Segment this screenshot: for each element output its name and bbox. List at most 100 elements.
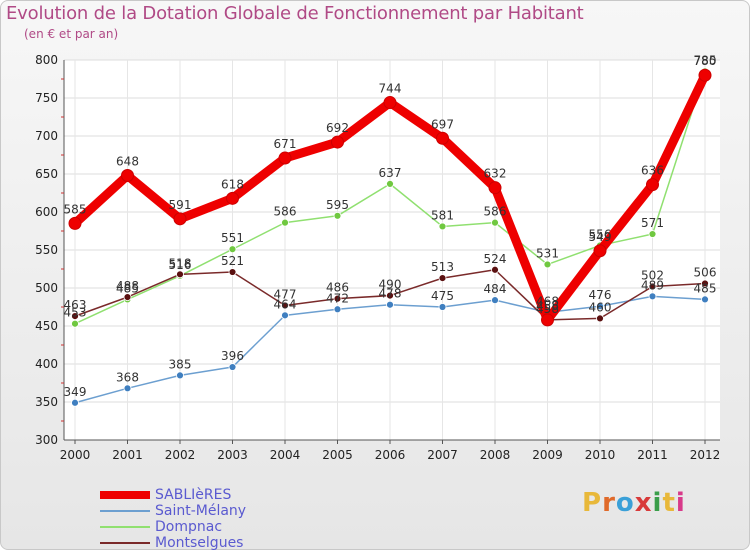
data-point — [68, 216, 82, 230]
data-point — [593, 244, 607, 258]
data-label: 485 — [116, 281, 139, 295]
data-label: 618 — [221, 177, 244, 191]
data-label: 490 — [379, 278, 402, 292]
x-tick-label: 2007 — [427, 448, 458, 462]
data-point — [71, 319, 79, 328]
logo-letter: i — [652, 488, 663, 518]
data-label: 632 — [484, 167, 507, 181]
data-point — [383, 96, 397, 110]
logo-letter: P — [582, 488, 603, 518]
x-tick-label: 2005 — [322, 448, 353, 462]
x-tick-label: 2010 — [585, 448, 616, 462]
legend-label: Montselgues — [155, 535, 244, 551]
data-label: 477 — [274, 287, 297, 301]
data-point — [71, 398, 79, 407]
data-label: 524 — [484, 252, 507, 266]
data-label: 785 — [694, 53, 717, 67]
data-label: 476 — [589, 288, 612, 302]
legend-label: SABLIèRES — [155, 487, 232, 503]
data-label: 591 — [169, 198, 192, 212]
data-point — [173, 212, 187, 226]
data-point — [333, 211, 342, 220]
x-tick-label: 2009 — [532, 448, 563, 462]
data-point — [646, 178, 659, 192]
data-point — [333, 294, 342, 303]
legend-item: Dompnac — [100, 519, 360, 535]
data-point — [386, 179, 394, 188]
data-label: 697 — [431, 117, 454, 131]
data-label: 636 — [641, 164, 664, 178]
y-tick-label: 500 — [35, 281, 58, 295]
data-label: 581 — [431, 208, 454, 222]
data-point — [438, 222, 447, 231]
logo-letter: x — [634, 488, 653, 518]
data-label: 586 — [274, 205, 297, 219]
legend-swatch — [100, 542, 150, 544]
series-saint-m-lany — [71, 292, 709, 407]
data-label: 595 — [326, 198, 349, 212]
data-point — [436, 131, 449, 145]
legend-item: SABLIèRES — [100, 487, 360, 503]
data-point — [226, 191, 239, 205]
data-label: 484 — [484, 282, 507, 296]
y-axis-ticks: 300 350 400 450 500 550 600 650 700 750 800 — [35, 53, 64, 447]
legend-swatch — [100, 510, 150, 512]
y-tick-label: 800 — [35, 53, 58, 67]
data-label: 488 — [116, 279, 139, 293]
data-label: 648 — [116, 155, 139, 169]
data-label: 516 — [169, 258, 192, 272]
data-point — [386, 291, 394, 300]
data-point — [701, 279, 709, 288]
x-tick-label: 2011 — [637, 448, 668, 462]
legend-swatch — [100, 526, 150, 528]
data-label: 458 — [536, 299, 559, 313]
data-label: 744 — [379, 82, 402, 96]
data-label: 502 — [641, 268, 664, 282]
data-label: 586 — [484, 205, 507, 219]
data-labels: 585 648 591 618 671 692 744 697 632 458 549 636 780 3… — [64, 53, 717, 398]
data-label: 692 — [326, 121, 349, 135]
data-label: 464 — [274, 297, 297, 311]
data-label: 549 — [589, 230, 612, 244]
data-point — [491, 296, 499, 305]
data-label: 671 — [274, 137, 297, 151]
data-point — [333, 305, 342, 314]
data-point — [648, 282, 657, 291]
data-point — [123, 293, 132, 302]
data-point — [281, 301, 289, 310]
data-label: 468 — [536, 294, 559, 308]
data-label: 463 — [64, 298, 87, 312]
data-point — [281, 311, 289, 320]
logo-letter: r — [602, 488, 616, 518]
y-tick-label: 550 — [35, 243, 58, 257]
chart-subtitle: (en € et par an) — [24, 27, 119, 41]
y-tick-label: 450 — [35, 319, 58, 333]
data-label: 368 — [116, 370, 139, 384]
y-tick-label: 300 — [35, 433, 58, 447]
legend-label: Saint-Mélany — [155, 503, 247, 519]
data-label: 453 — [64, 306, 87, 320]
series-montselgues — [71, 265, 709, 324]
legend-item: Montselgues — [100, 535, 360, 551]
data-point — [278, 151, 292, 165]
data-label: 460 — [589, 300, 612, 314]
x-tick-label: 2006 — [375, 448, 406, 462]
data-point — [121, 169, 134, 183]
data-point — [123, 384, 132, 393]
data-label: 349 — [64, 385, 87, 399]
x-tick-label: 2003 — [217, 448, 248, 462]
data-point — [648, 292, 657, 301]
data-label: 556 — [589, 227, 612, 241]
data-point — [648, 230, 657, 238]
data-point — [596, 302, 604, 311]
data-label: 551 — [221, 231, 244, 245]
x-axis-ticks: 2000 2001 2002 2003 2004 2005 2006 2007 2008 2009… — [60, 440, 720, 462]
y-tick-label: 350 — [35, 395, 58, 409]
data-label: 489 — [641, 278, 664, 292]
proxiti-logo: Proxiti — [582, 488, 686, 518]
x-tick-label: 2001 — [112, 448, 143, 462]
legend: SABLIèRES Saint-Mélany Dompnac Montselgues — [100, 487, 360, 551]
legend-item: Saint-Mélany — [100, 503, 360, 519]
data-label: 475 — [431, 289, 454, 303]
